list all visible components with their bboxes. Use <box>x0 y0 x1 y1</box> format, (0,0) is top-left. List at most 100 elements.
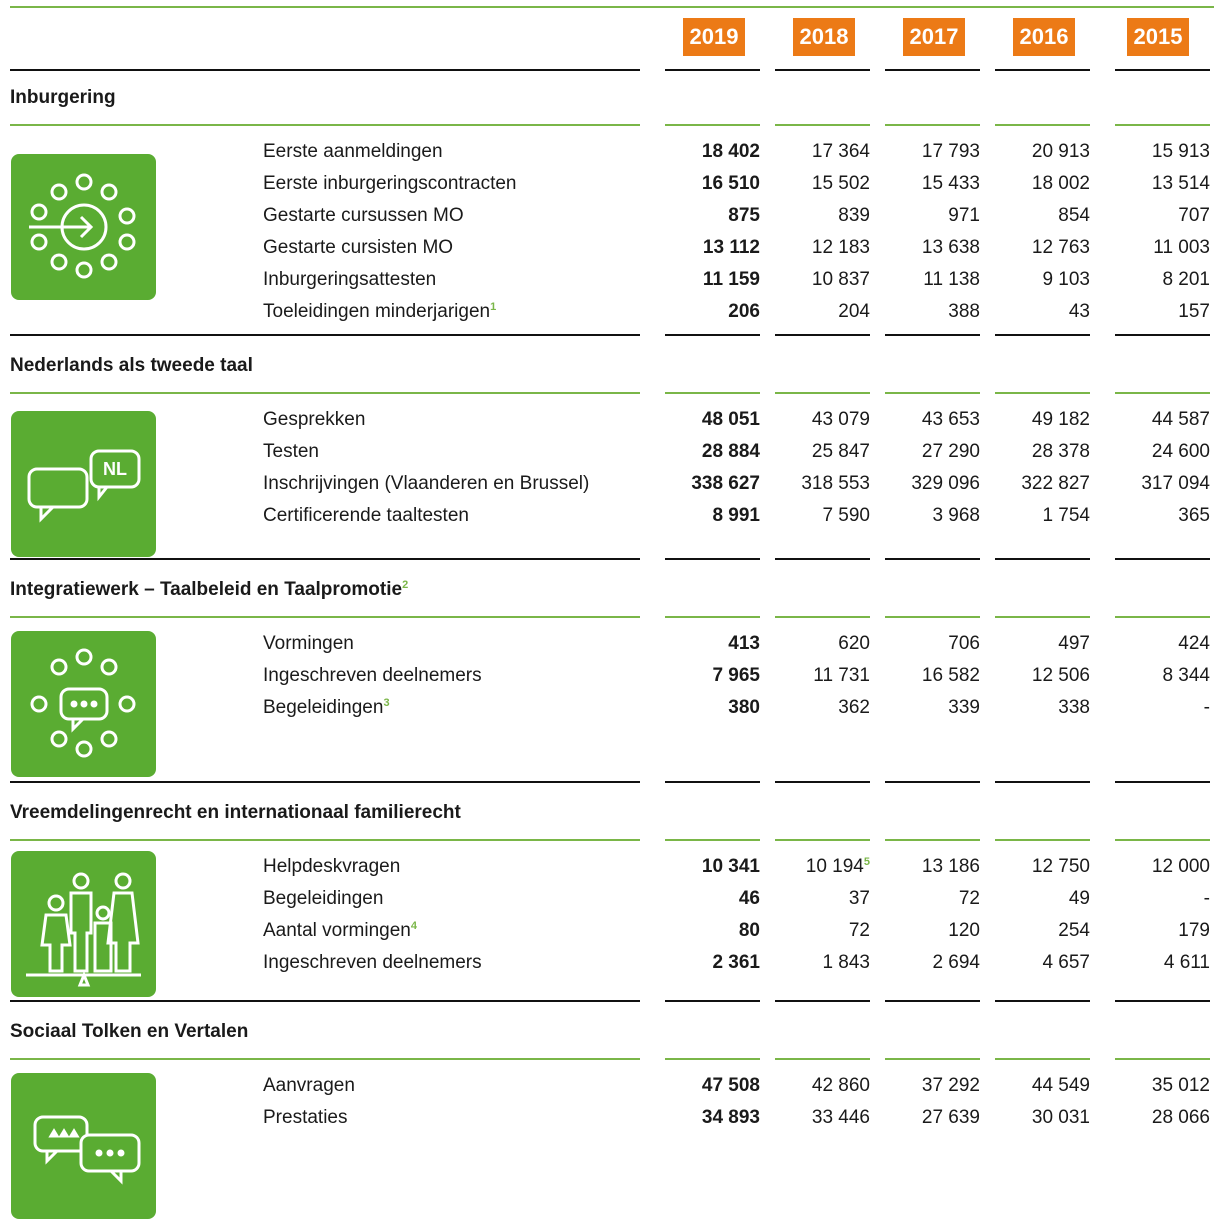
cell-value: 839 <box>838 205 870 226</box>
cell: 971 <box>870 204 980 228</box>
cell-value: 20 913 <box>1031 141 1090 162</box>
cell-value: 317 094 <box>1141 473 1210 494</box>
cell: 43 653 <box>870 408 980 432</box>
cell-value: 10 341 <box>701 856 760 877</box>
label-text: Eerste aanmeldingen <box>263 141 443 162</box>
rule <box>1115 839 1210 841</box>
cell-value: 15 433 <box>921 173 980 194</box>
cell-value: 1 843 <box>822 952 870 973</box>
cell-value: 13 514 <box>1151 173 1210 194</box>
row-label: Ingeschreven deelnemers <box>263 664 482 688</box>
cell: 854 <box>980 204 1090 228</box>
rule <box>775 1058 870 1060</box>
section-title: Vreemdelingenrecht en internationaal fam… <box>10 801 461 825</box>
section-title: Nederlands als tweede taal <box>10 354 253 378</box>
cell: 338 <box>980 696 1090 720</box>
cell-value: 339 <box>948 697 980 718</box>
row-label: Gesprekken <box>263 408 365 432</box>
cell: 15 913 <box>1100 140 1210 164</box>
cell-value: 37 <box>848 888 870 909</box>
rule <box>10 616 640 618</box>
footnote-ref: 1 <box>490 301 497 313</box>
cell-value: 28 066 <box>1151 1107 1210 1128</box>
label-text: Ingeschreven deelnemers <box>263 952 482 973</box>
cell: 322 827 <box>980 472 1090 496</box>
cell-value: 72 <box>848 920 870 941</box>
cell-value: 854 <box>1058 205 1090 226</box>
cell: 46 <box>650 887 760 911</box>
cell-value: 17 364 <box>811 141 870 162</box>
title-text: Nederlands als tweede taal <box>10 355 253 376</box>
rule <box>885 124 980 126</box>
row-label: Inburgeringsattesten <box>263 268 436 292</box>
cell: 37 292 <box>870 1074 980 1098</box>
cell-value: 254 <box>1058 920 1090 941</box>
label-text: Prestaties <box>263 1107 348 1128</box>
rule <box>665 781 760 783</box>
cell-value: 28 884 <box>701 441 760 462</box>
cell-value: 12 763 <box>1031 237 1090 258</box>
rule <box>995 392 1090 394</box>
cell-value: 413 <box>728 633 760 654</box>
cell-value: 12 506 <box>1031 665 1090 686</box>
rule <box>995 781 1090 783</box>
cell-value: 49 <box>1068 888 1090 909</box>
rule <box>1115 69 1210 71</box>
rule <box>775 124 870 126</box>
section-title: Inburgering <box>10 86 116 110</box>
cell: 1 754 <box>980 504 1090 528</box>
cell-value: 17 793 <box>921 141 980 162</box>
rule <box>10 558 640 560</box>
cell-value: 46 <box>738 888 760 909</box>
row-label: Toeleidingen minderjarigen1 <box>263 300 496 324</box>
cell: 329 096 <box>870 472 980 496</box>
cell-value: 3 968 <box>932 505 980 526</box>
cell: 620 <box>760 632 870 656</box>
cell-value: 179 <box>1178 920 1210 941</box>
cell: 42 860 <box>760 1074 870 1098</box>
cell: 18 402 <box>650 140 760 164</box>
rule <box>665 69 760 71</box>
label-text: Begeleidingen <box>263 888 384 909</box>
icon-tolken <box>11 1073 156 1219</box>
cell-value: 12 183 <box>811 237 870 258</box>
cell: 15 502 <box>760 172 870 196</box>
cell-value: 204 <box>838 301 870 322</box>
label-text: Testen <box>263 441 319 462</box>
rule <box>775 392 870 394</box>
cell: 388 <box>870 300 980 324</box>
rule <box>10 69 640 71</box>
cell: 13 112 <box>650 236 760 260</box>
year-header: 2019 <box>683 18 745 56</box>
cell: 1 843 <box>760 951 870 975</box>
cell-value: 43 079 <box>811 409 870 430</box>
rule <box>665 392 760 394</box>
cell: 11 731 <box>760 664 870 688</box>
cell-value: 33 446 <box>811 1107 870 1128</box>
cell-value: 971 <box>948 205 980 226</box>
rule <box>775 1000 870 1002</box>
cell-value: 875 <box>728 205 760 226</box>
cell: 17 793 <box>870 140 980 164</box>
cell: 362 <box>760 696 870 720</box>
label-text: Eerste inburgeringscontracten <box>263 173 517 194</box>
cell-value: 13 638 <box>921 237 980 258</box>
cell-value: 72 <box>958 888 980 909</box>
row-label: Begeleidingen <box>263 887 383 911</box>
row-label: Aanvragen <box>263 1074 355 1098</box>
rule <box>665 839 760 841</box>
row-label: Eerste inburgeringscontracten <box>263 172 516 196</box>
cell-value: 44 549 <box>1031 1075 1090 1096</box>
cell: 35 012 <box>1100 1074 1210 1098</box>
cell: 49 <box>980 887 1090 911</box>
cell: 17 364 <box>760 140 870 164</box>
rule <box>10 392 640 394</box>
cell: 44 549 <box>980 1074 1090 1098</box>
row-label: Certificerende taaltesten <box>263 504 469 528</box>
cell: 43 079 <box>760 408 870 432</box>
cell: 9 103 <box>980 268 1090 292</box>
cell-value: 10 837 <box>811 269 870 290</box>
cell-value: 13 112 <box>702 237 760 258</box>
row-label: Prestaties <box>263 1106 347 1130</box>
